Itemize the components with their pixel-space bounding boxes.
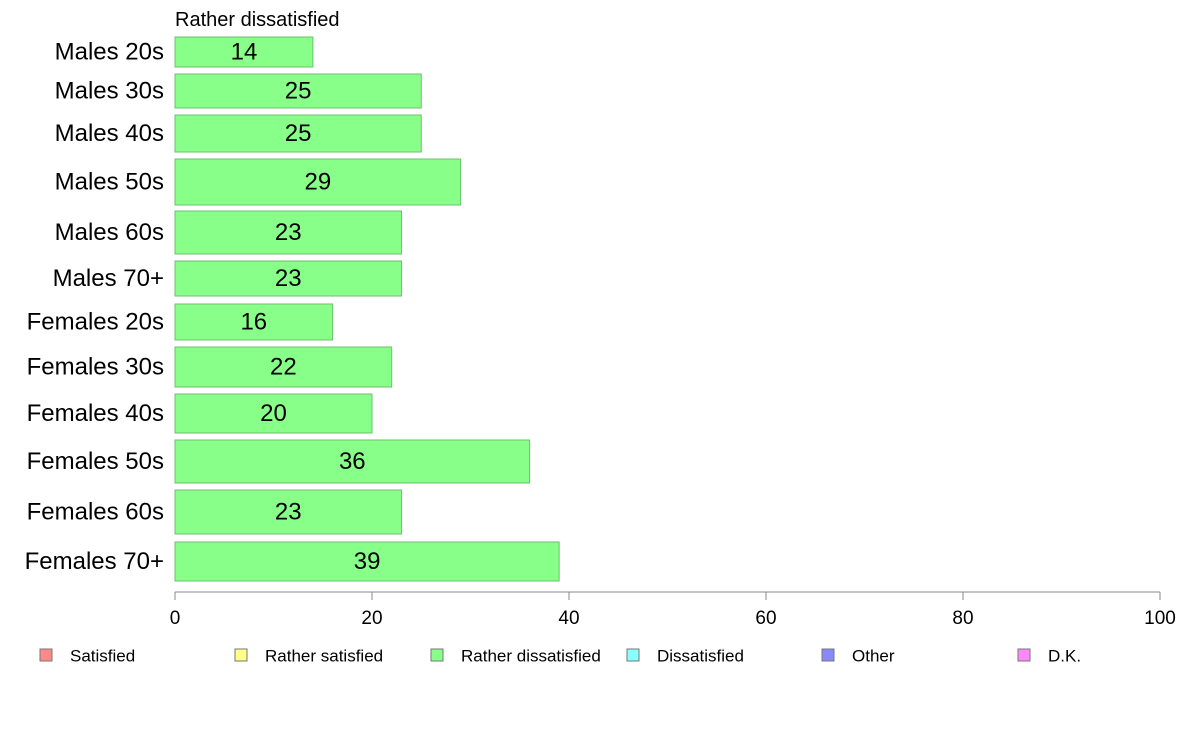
bar	[174, 36, 314, 68]
x-tick-label: 0	[170, 608, 181, 629]
legend-label: Other	[852, 647, 895, 666]
data-label: 36	[339, 448, 366, 475]
legend-swatch	[39, 648, 53, 662]
legend-label: Rather satisfied	[265, 647, 383, 666]
legend-swatch	[821, 648, 835, 662]
bar	[174, 346, 393, 388]
category-label: Males 50s	[55, 169, 164, 196]
data-label: 23	[275, 499, 302, 526]
bar	[174, 393, 373, 434]
data-label: 39	[354, 548, 381, 575]
category-label: Females 40s	[27, 400, 164, 427]
category-label: Males 40s	[55, 120, 164, 147]
data-label: 29	[304, 169, 331, 196]
bar	[174, 114, 422, 153]
category-label: Males 60s	[55, 219, 164, 246]
bar	[174, 260, 403, 297]
bar	[174, 303, 334, 341]
legend-swatch	[430, 648, 444, 662]
x-tick-label: 80	[952, 608, 973, 629]
bars-group: Males 20s 14 Males 30s 25 Males 40s 25 Males 5…	[25, 36, 560, 582]
bar	[174, 210, 403, 255]
category-label: Females 30s	[27, 354, 164, 381]
data-label: 14	[231, 39, 258, 66]
category-label: Females 50s	[27, 448, 164, 475]
data-label: 25	[285, 120, 312, 147]
bar	[174, 541, 560, 582]
x-tick-label: 20	[361, 608, 382, 629]
legend: Satisfied Rather satisfied Rather dissatis…	[39, 647, 1081, 666]
data-label: 16	[240, 309, 267, 336]
x-tick-label: 60	[755, 608, 776, 629]
category-label: Males 30s	[55, 78, 164, 105]
x-tick-label: 100	[1144, 608, 1176, 629]
bar	[174, 73, 422, 109]
legend-label: D.K.	[1048, 647, 1081, 666]
data-label: 23	[275, 219, 302, 246]
bar	[174, 439, 531, 484]
data-label: 22	[270, 354, 297, 381]
category-label: Males 70+	[53, 265, 164, 292]
category-label: Females 70+	[25, 548, 164, 575]
legend-swatch	[1017, 648, 1031, 662]
x-tick-label: 40	[558, 608, 579, 629]
category-label: Females 20s	[27, 309, 164, 336]
legend-label: Dissatisfied	[657, 647, 744, 666]
legend-label: Rather dissatisfied	[461, 647, 601, 666]
legend-label: Satisfied	[70, 647, 135, 666]
category-label: Males 20s	[55, 39, 164, 66]
bar	[174, 158, 462, 206]
bar	[174, 489, 403, 535]
chart-title: Rather dissatisfied	[175, 9, 340, 31]
data-label: 23	[275, 265, 302, 292]
legend-swatch	[626, 648, 640, 662]
data-label: 20	[260, 400, 287, 427]
x-axis: 0 20 40 60 80 100	[170, 591, 1176, 629]
data-label: 25	[285, 78, 312, 105]
legend-swatch	[234, 648, 248, 662]
category-label: Females 60s	[27, 499, 164, 526]
